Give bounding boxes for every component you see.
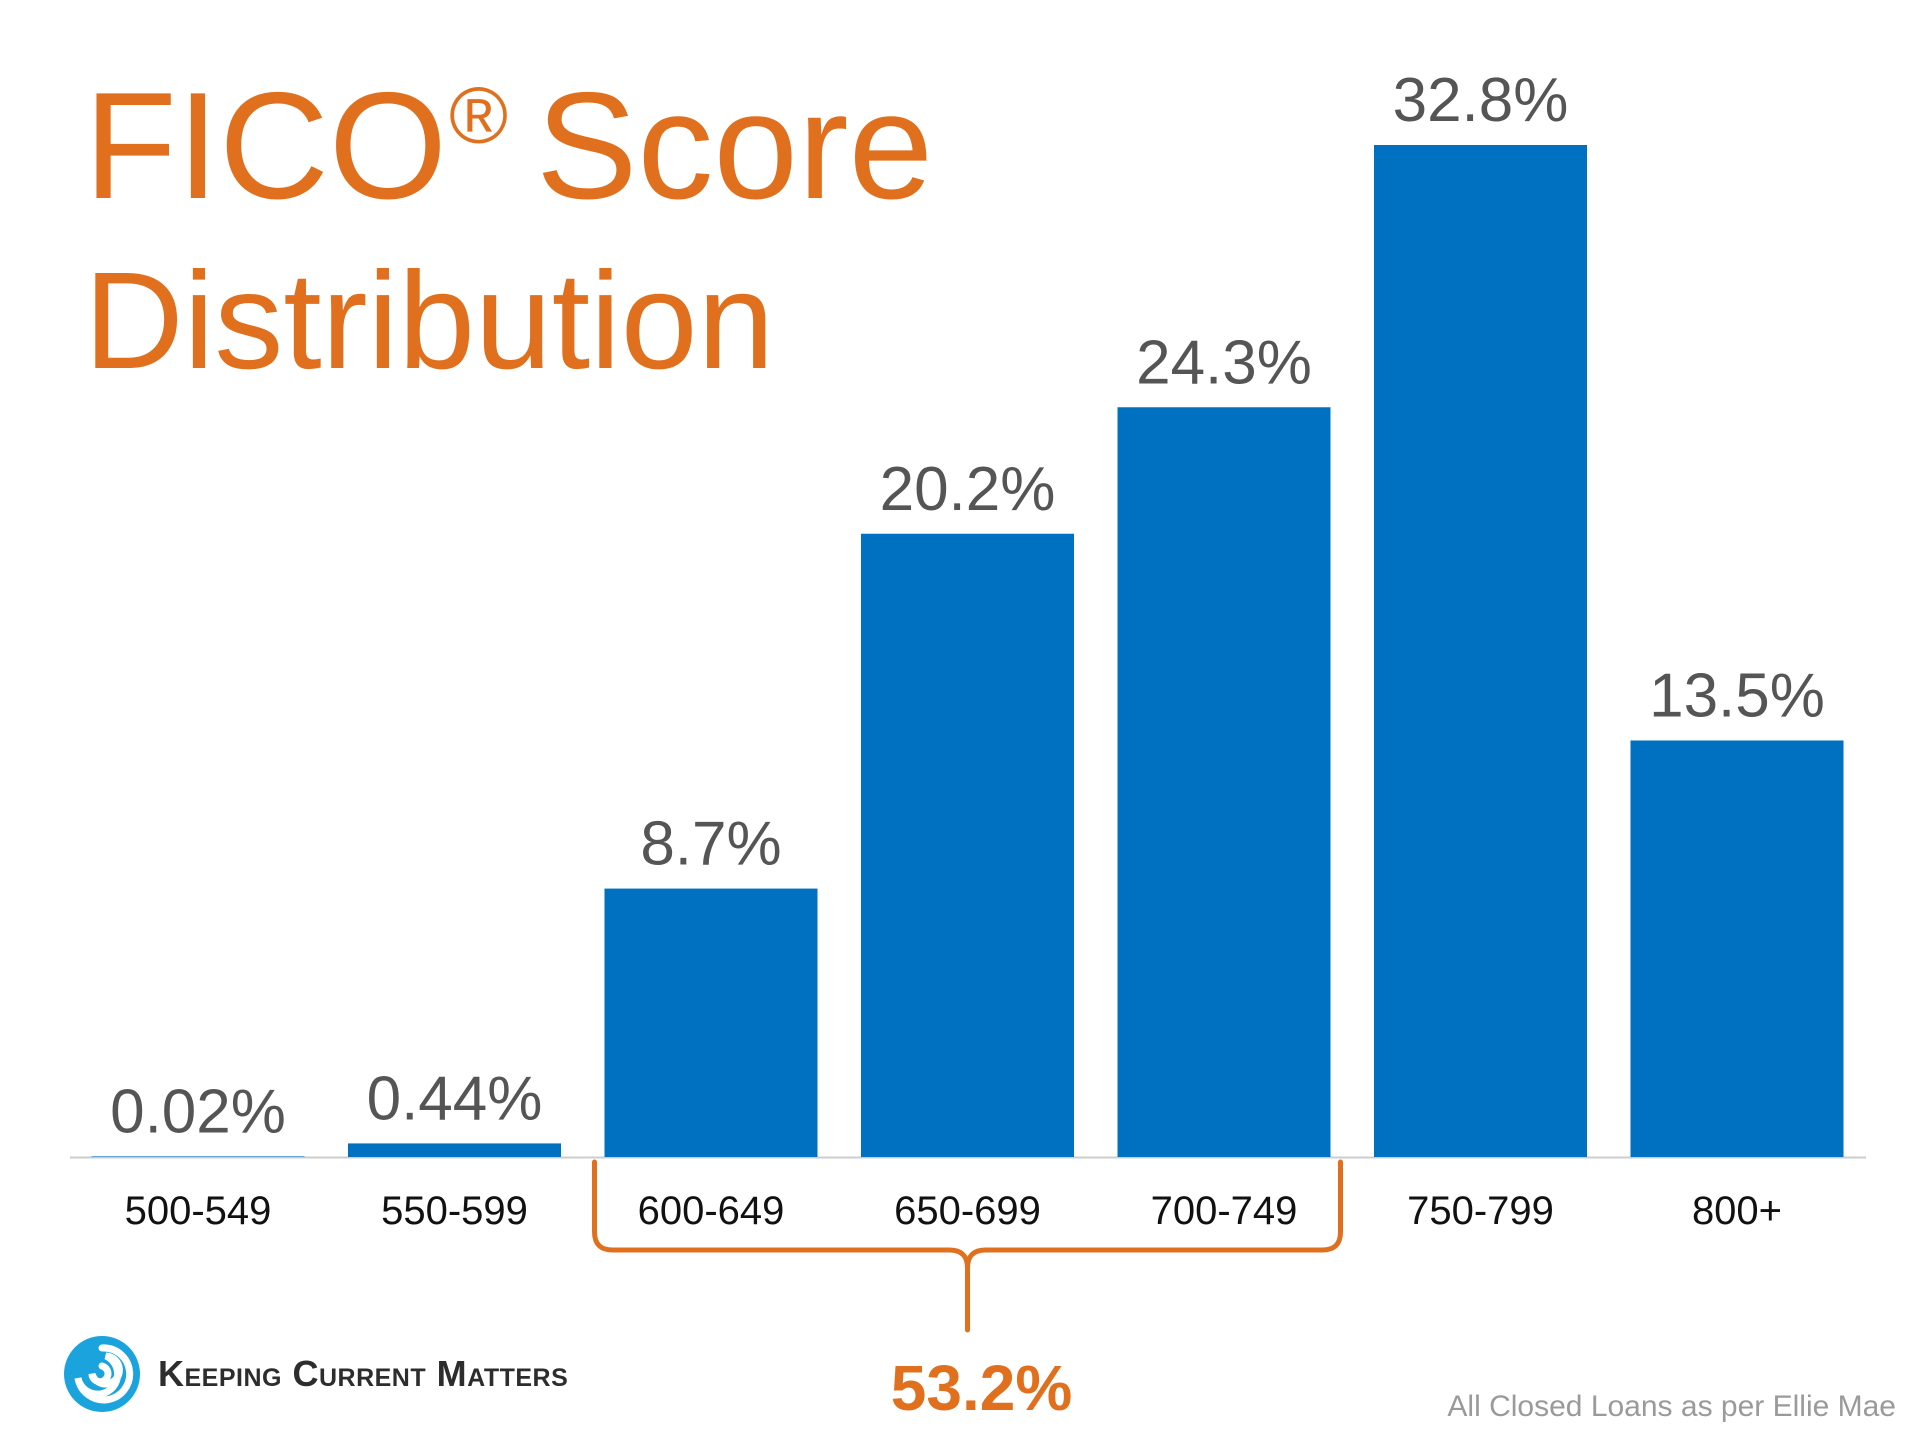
bar bbox=[604, 888, 818, 1157]
data-label: 0.02% bbox=[110, 1077, 286, 1146]
x-tick-label: 600-649 bbox=[638, 1189, 785, 1233]
data-label: 0.44% bbox=[367, 1064, 543, 1133]
chart-title: FICO® Score bbox=[84, 70, 933, 222]
registered-mark: ® bbox=[449, 71, 509, 160]
x-tick-label: 800+ bbox=[1692, 1189, 1782, 1233]
x-tick-label: 650-699 bbox=[894, 1189, 1041, 1233]
bar bbox=[1374, 145, 1587, 1157]
source-note: All Closed Loans as per Ellie Mae bbox=[1447, 1390, 1896, 1423]
group-bracket bbox=[592, 1159, 1343, 1333]
brand-name: Keeping Current Matters bbox=[158, 1353, 569, 1394]
data-label: 13.5% bbox=[1649, 661, 1825, 730]
bracket-total-label: 53.2% bbox=[891, 1352, 1072, 1424]
chart-subtitle: Distribution bbox=[84, 244, 775, 398]
bar bbox=[861, 533, 1074, 1157]
title-score: Score bbox=[536, 61, 934, 231]
data-label: 8.7% bbox=[640, 810, 781, 879]
x-tick-label: 750-799 bbox=[1407, 1189, 1554, 1233]
title-fico: FICO bbox=[84, 61, 448, 231]
x-tick-label: 500-549 bbox=[125, 1189, 272, 1233]
data-label: 20.2% bbox=[880, 455, 1056, 524]
swirl-icon bbox=[64, 1336, 140, 1412]
data-label: 32.8% bbox=[1393, 66, 1569, 135]
brand-logo: Keeping Current Matters bbox=[62, 1334, 568, 1414]
bar bbox=[1630, 740, 1844, 1157]
bar bbox=[91, 1156, 305, 1157]
x-tick-label: 550-599 bbox=[381, 1189, 528, 1233]
bar bbox=[1117, 407, 1331, 1157]
x-tick-label: 700-749 bbox=[1151, 1189, 1298, 1233]
data-label: 24.3% bbox=[1136, 328, 1312, 397]
bar bbox=[348, 1143, 561, 1157]
